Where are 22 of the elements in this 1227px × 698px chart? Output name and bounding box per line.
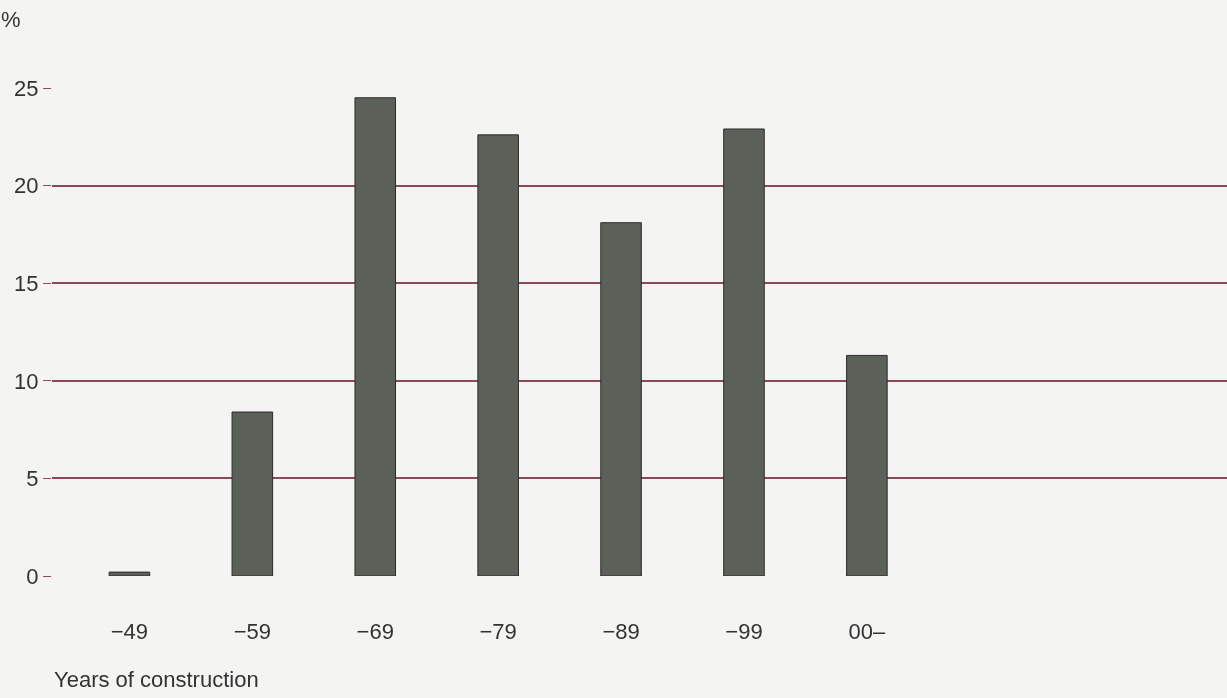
bar (108, 571, 151, 576)
x-tick-label: −59 (233, 619, 271, 644)
bar (231, 411, 274, 576)
x-tick-label: 00– (848, 619, 886, 644)
x-tick-label: −49 (110, 619, 149, 644)
bar (846, 354, 888, 576)
bar (477, 134, 519, 576)
y-tick-label: 5 (26, 466, 39, 492)
x-tick-label: −69 (356, 619, 394, 644)
y-tick-label: 20 (14, 173, 39, 199)
y-tick-label: 15 (14, 270, 39, 296)
y-axis-title: % (1, 7, 21, 32)
x-tick-label: −79 (479, 619, 517, 644)
x-axis-title: Years of construction (54, 667, 259, 692)
y-tick-label: 10 (14, 368, 39, 394)
bar (600, 222, 642, 576)
y-tick-label: 0 (26, 563, 39, 589)
y-tick-label: 25 (14, 75, 39, 101)
x-tick-label: −89 (602, 619, 640, 644)
bar (723, 128, 765, 576)
bar (354, 97, 397, 576)
x-tick-label: −99 (725, 619, 763, 644)
